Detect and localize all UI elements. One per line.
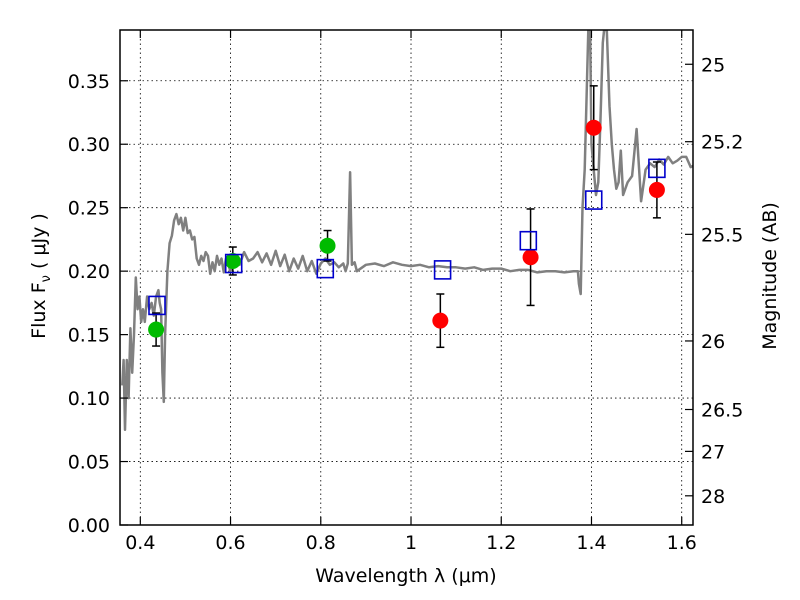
x-tick-label: 0.6 [215, 532, 245, 554]
y-axis-label-main: Flux F [28, 282, 50, 338]
red-data-point [648, 181, 665, 198]
y-tick-label: 0.20 [68, 261, 110, 283]
x-axis-label: Wavelength λ (μm) [315, 565, 496, 587]
axis-ticks: 0.4 0.6 0.8 1 1.2 1.4 1.6 0.00 0.05 0.10 0.15 0.20 0… [68, 30, 743, 554]
grid-lines [120, 30, 693, 525]
red-data-point [522, 249, 539, 266]
y-tick-label: 0.35 [68, 71, 110, 93]
x-tick-label: 1.4 [576, 532, 606, 554]
x-tick-label: 0.8 [306, 532, 336, 554]
y-tick-label: 0.05 [68, 452, 110, 474]
x-tick-label: 1 [405, 532, 417, 554]
model-spectrum-series [121, 30, 693, 432]
x-tick-label: 1.2 [486, 532, 516, 554]
right-axis-tick-label: 25 [701, 54, 725, 76]
x-tick-label: 1.6 [667, 532, 697, 554]
y-tick-label: 0.10 [68, 388, 110, 410]
model-photometry-square [519, 230, 538, 251]
red-data-point [432, 312, 449, 329]
x-tick-label: 0.4 [125, 532, 155, 554]
right-axis-label: Magnitude (AB) [759, 202, 781, 350]
plot-frame [119, 29, 694, 526]
y-tick-label: 0.00 [68, 515, 110, 537]
red-data-point [585, 119, 602, 136]
y-tick-label: 0.30 [68, 134, 110, 156]
y-tick-label: 0.15 [68, 325, 110, 347]
model-photometry-square [648, 158, 666, 179]
model-spectrum-line [121, 30, 693, 432]
right-axis-tick-label: 26 [701, 331, 725, 353]
right-axis-tick-label: 25.5 [701, 224, 743, 246]
green-data-point [319, 237, 336, 254]
model-photometry-square [433, 260, 452, 280]
model-photometry-square [148, 295, 166, 316]
y-tick-label: 0.25 [68, 198, 110, 220]
y-axis-label: Flux Fν ( μJy ) [28, 213, 54, 339]
right-axis-tick-label: 27 [701, 441, 725, 463]
y-axis-label-unit: ( μJy ) [28, 213, 50, 275]
model-photometry-square [316, 258, 335, 279]
right-axis-tick-label: 28 [701, 486, 725, 508]
right-axis-tick-label: 25.2 [701, 132, 743, 154]
green-data-point [148, 321, 165, 338]
model-photometry-square [224, 253, 243, 274]
right-axis-tick-label: 26.5 [701, 400, 743, 422]
photometry-markers [148, 85, 666, 349]
green-data-point [224, 253, 241, 269]
y-axis-label-subscript: ν [39, 275, 54, 282]
model-photometry-square [584, 190, 603, 210]
